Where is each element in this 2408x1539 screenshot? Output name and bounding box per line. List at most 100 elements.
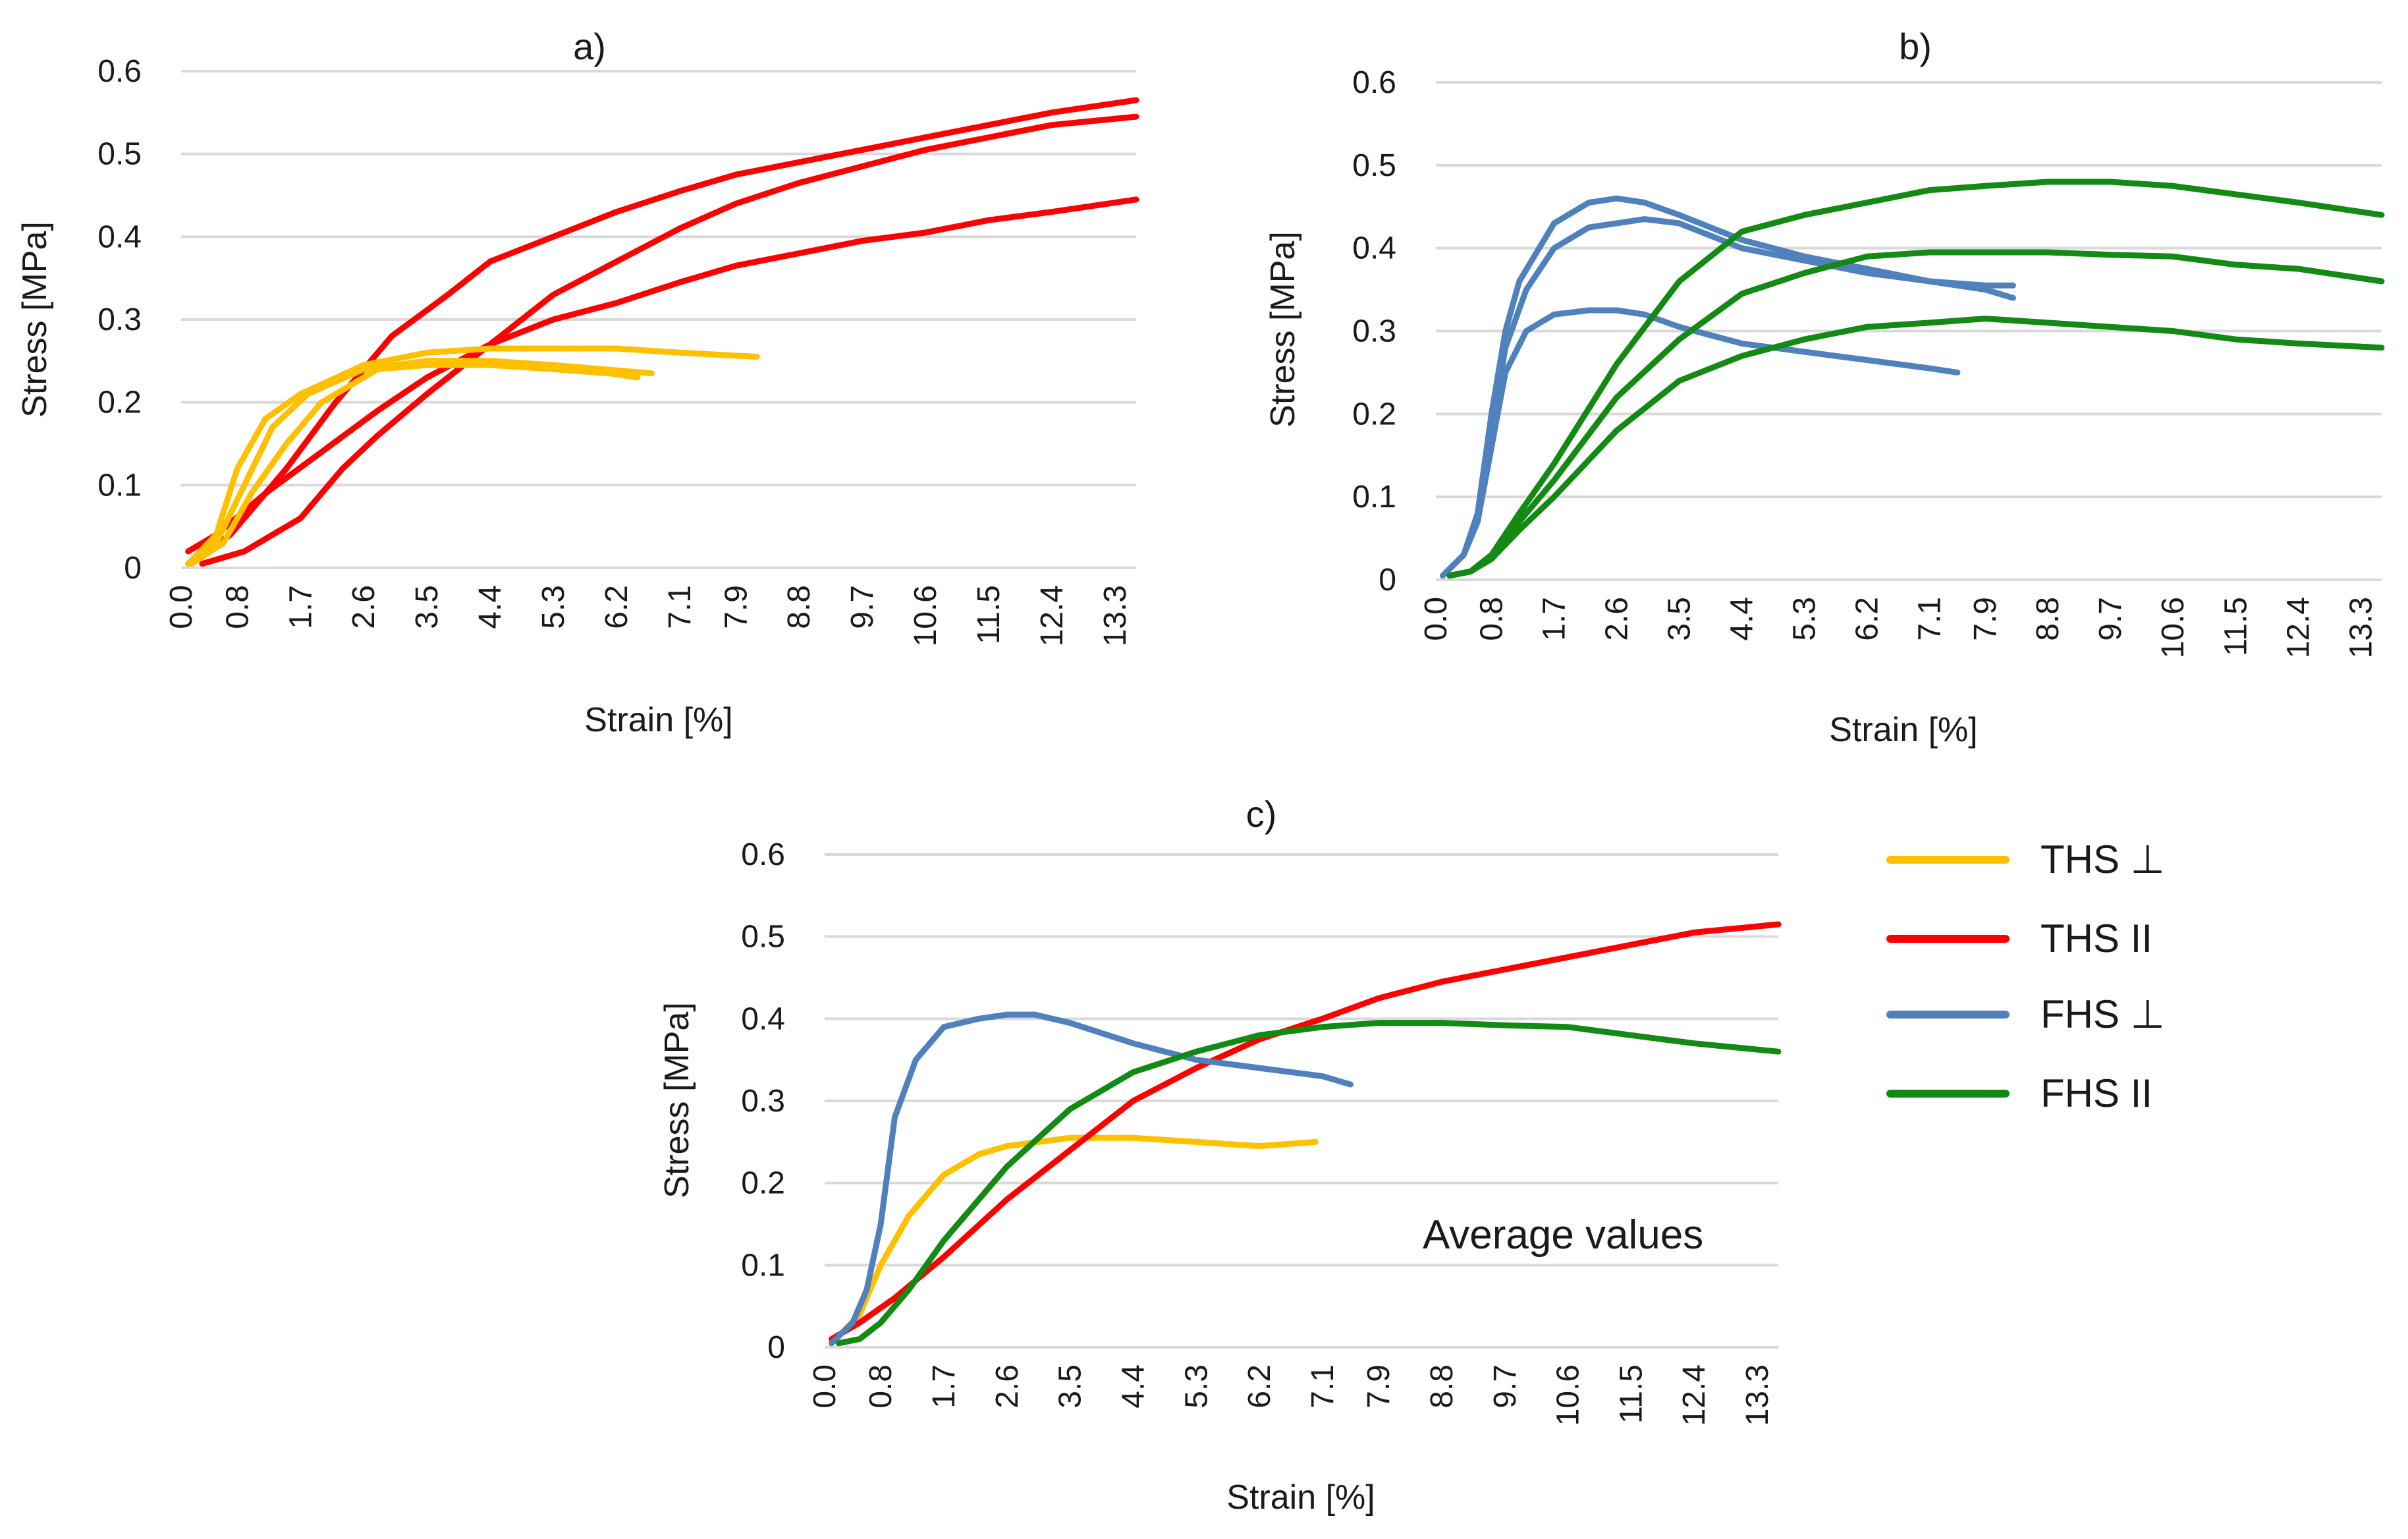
x-tick-label: 9.7 (1488, 1364, 1523, 1409)
legend-label: FHS II (2040, 1071, 2152, 1115)
series-line-fhs (829, 1011, 1354, 1347)
x-tick-label: 12.4 (1677, 1364, 1712, 1426)
y-tick-label: 0.5 (1352, 148, 1396, 183)
legend-label: FHS ⊥ (2040, 992, 2165, 1036)
chart-title: a) (573, 26, 606, 67)
y-tick-label: 0.4 (97, 219, 142, 254)
legend-label: THS II (2040, 916, 2152, 961)
x-tick-label: 8.8 (2031, 597, 2066, 641)
series-line-ths-ii-1 (185, 196, 1139, 555)
chart-panel-a: 0 0.1 0.2 0.3 0.4 0.5 0.6 0.0 0.8 1.7 2.6 3.5 4.4 5.3… (16, 26, 1139, 739)
x-tick-label: 11.5 (2218, 597, 2253, 656)
x-tick-label: 2.6 (990, 1364, 1025, 1409)
series-line-fhs-ii-2 (1446, 249, 2385, 579)
x-tick-label: 11.5 (971, 585, 1006, 644)
x-axis-label: Strain [%] (584, 701, 732, 739)
y-tick-label: 0.5 (741, 920, 785, 955)
y-tick-label: 0.1 (97, 468, 142, 503)
x-tick-label: 7.1 (1305, 1364, 1340, 1409)
x-tick-label: 7.1 (663, 585, 698, 629)
legend: THS ⊥ THS II FHS ⊥ FHS II (1886, 837, 2165, 1115)
chart-annotation: Average values (1423, 1212, 1703, 1258)
x-tick-label: 0.0 (807, 1364, 842, 1409)
x-tick-label: 2.6 (1600, 597, 1635, 641)
x-tick-label: 5.3 (536, 585, 571, 629)
chart-panel-c: 0 0.1 0.2 0.3 0.4 0.5 0.6 0.0 0.8 1.7 2.6 3.5 4.4 5.3… (658, 793, 1782, 1517)
legend-label: THS ⊥ (2040, 837, 2165, 881)
y-tick-label: 0.2 (741, 1166, 785, 1201)
x-tick-label: 10.6 (908, 585, 943, 646)
x-tick-label: 4.4 (1725, 597, 1760, 641)
series-line-ths-ii (829, 921, 1782, 1342)
x-tick-label: 7.9 (1968, 597, 2003, 641)
x-tick-label: 7.9 (719, 585, 753, 629)
series-line-ths-1 (185, 345, 760, 567)
y-tick-label: 0.6 (741, 837, 785, 872)
series-line-fhs-ii-1 (1446, 179, 2385, 579)
x-tick-label: 0.0 (164, 585, 199, 629)
x-tick-label: 3.5 (410, 585, 445, 629)
y-tick-label: 0.2 (97, 385, 142, 420)
x-tick-label: 8.8 (1425, 1364, 1460, 1409)
x-tick-label: 10.6 (1551, 1364, 1586, 1426)
series-line-ths-3 (188, 362, 641, 567)
x-tick-label: 2.6 (346, 585, 381, 629)
x-tick-label: 0.8 (1474, 597, 1509, 641)
x-tick-label: 6.2 (599, 585, 634, 629)
y-tick-label: 0.1 (741, 1248, 785, 1283)
y-tick-label: 0 (124, 551, 142, 586)
x-tick-label: 0.8 (220, 585, 255, 629)
x-tick-label: 9.7 (845, 585, 880, 629)
x-tick-label: 0.0 (1419, 597, 1454, 641)
x-tick-label: 9.7 (2093, 597, 2128, 641)
x-tick-label: 13.3 (2343, 597, 2378, 658)
x-tick-label: 6.2 (1850, 597, 1885, 641)
x-axis-label: Strain [%] (1829, 711, 1977, 749)
y-tick-label: 0 (1379, 563, 1396, 598)
series-line-ths-ii-2 (192, 97, 1139, 563)
series-line-ths (829, 1134, 1319, 1347)
y-tick-label: 0.3 (741, 1084, 785, 1119)
x-tick-label: 1.7 (1537, 597, 1572, 641)
y-tick-label: 0.3 (1352, 314, 1396, 349)
y-tick-label: 0.2 (1352, 397, 1396, 432)
x-tick-label: 0.8 (863, 1364, 898, 1409)
x-tick-label: 12.4 (1035, 585, 1070, 646)
y-tick-label: 0.3 (97, 302, 142, 337)
x-tick-label: 4.4 (1116, 1364, 1151, 1409)
chart-panel-b: 0 0.1 0.2 0.3 0.4 0.5 0.6 0.0 0.8 1.7 2.6 3.5 4.4 5.3… (1264, 26, 2385, 749)
y-tick-label: 0.6 (1352, 65, 1396, 100)
series-line-fhs-3 (1440, 307, 1961, 579)
x-tick-label: 5.3 (1788, 597, 1822, 641)
x-tick-label: 8.8 (782, 585, 817, 629)
series-line-ths-ii-3 (199, 113, 1139, 567)
y-tick-label: 0.5 (97, 137, 142, 172)
x-tick-label: 3.5 (1662, 597, 1697, 641)
x-tick-label: 7.9 (1361, 1364, 1396, 1409)
y-tick-label: 0.1 (1352, 480, 1396, 515)
x-tick-label: 13.3 (1740, 1364, 1775, 1426)
x-tick-label: 1.7 (283, 585, 318, 629)
x-tick-label: 3.5 (1053, 1364, 1088, 1409)
x-tick-label: 6.2 (1242, 1364, 1277, 1409)
y-tick-label: 0.4 (1352, 231, 1396, 266)
y-tick-label: 0.4 (741, 1001, 785, 1036)
y-tick-label: 0 (767, 1330, 785, 1365)
x-tick-label: 7.1 (1913, 597, 1948, 641)
x-tick-label: 5.3 (1179, 1364, 1214, 1409)
y-axis-label: Stress [MPa] (16, 221, 54, 418)
y-axis-label: Stress [MPa] (1264, 231, 1302, 428)
x-tick-label: 4.4 (473, 585, 508, 629)
x-axis-label: Strain [%] (1226, 1478, 1375, 1517)
x-tick-label: 1.7 (927, 1364, 962, 1409)
x-tick-label: 11.5 (1614, 1364, 1649, 1424)
series-line-ths-2 (185, 358, 655, 567)
x-tick-label: 13.3 (1098, 585, 1133, 646)
chart-title: b) (1899, 26, 1932, 67)
series-line-fhs-ii-3 (1446, 316, 2385, 579)
x-tick-label: 12.4 (2281, 597, 2316, 658)
x-tick-label: 10.6 (2156, 597, 2191, 658)
y-tick-label: 0.6 (97, 54, 142, 89)
chart-title: c) (1246, 793, 1277, 835)
